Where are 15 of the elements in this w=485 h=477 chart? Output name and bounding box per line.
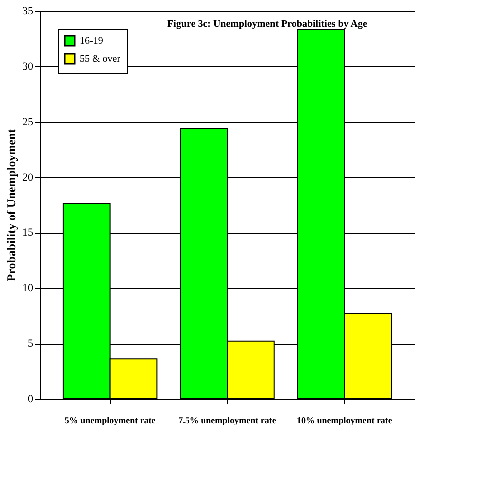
y-tick-label: 20 <box>22 172 34 184</box>
y-tick-label: 5 <box>28 338 34 350</box>
y-tick-label: 35 <box>22 6 34 18</box>
y-tick-label: 25 <box>22 116 34 128</box>
legend-label: 16-19 <box>80 36 104 47</box>
x-tick-label: 7.5% unemployment rate <box>178 416 276 426</box>
y-tick-label: 0 <box>28 394 34 406</box>
y-axis-title: Probability of Unemployment <box>4 129 18 282</box>
x-tick-label: 5% unemployment rate <box>64 416 156 426</box>
text: Figure 3c: Unemployment Probabilities by Age <box>168 19 368 30</box>
legend-label: 55 & over <box>80 54 122 65</box>
x-tick-label: 10% unemployment rate <box>296 416 392 426</box>
y-tick-label: 15 <box>22 227 34 240</box>
y-tick-label: 30 <box>22 60 34 73</box>
y-tick-label: 10 <box>22 282 34 295</box>
